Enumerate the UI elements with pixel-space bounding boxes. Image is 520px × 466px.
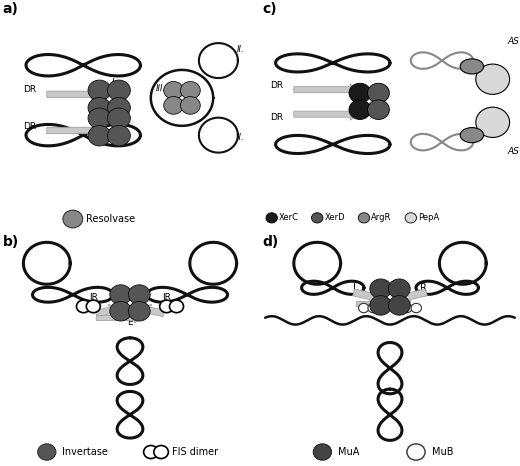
Circle shape bbox=[368, 83, 389, 103]
Circle shape bbox=[349, 100, 371, 119]
Polygon shape bbox=[47, 124, 100, 137]
Circle shape bbox=[154, 445, 168, 459]
Polygon shape bbox=[353, 289, 380, 303]
Circle shape bbox=[266, 212, 278, 223]
Circle shape bbox=[88, 125, 111, 146]
Text: Resolvase: Resolvase bbox=[86, 214, 135, 224]
Text: I.: I. bbox=[112, 135, 117, 144]
Circle shape bbox=[359, 303, 369, 313]
Text: XerC: XerC bbox=[279, 213, 299, 222]
Polygon shape bbox=[96, 313, 141, 323]
Circle shape bbox=[128, 302, 150, 321]
Circle shape bbox=[349, 83, 371, 103]
Circle shape bbox=[411, 303, 421, 313]
Text: MuA: MuA bbox=[338, 447, 359, 457]
Circle shape bbox=[37, 444, 56, 460]
Circle shape bbox=[370, 295, 392, 315]
Polygon shape bbox=[141, 304, 165, 317]
Circle shape bbox=[407, 444, 425, 460]
Circle shape bbox=[370, 279, 392, 299]
Text: MuB: MuB bbox=[432, 447, 453, 457]
Circle shape bbox=[76, 300, 90, 313]
Circle shape bbox=[88, 97, 111, 118]
Text: DR: DR bbox=[270, 113, 283, 122]
Circle shape bbox=[311, 212, 323, 223]
Circle shape bbox=[88, 80, 111, 101]
Circle shape bbox=[368, 100, 389, 119]
Text: d): d) bbox=[263, 235, 279, 249]
Circle shape bbox=[108, 97, 131, 118]
Text: b): b) bbox=[3, 235, 19, 249]
Text: IR: IR bbox=[89, 293, 98, 302]
Circle shape bbox=[392, 303, 402, 313]
Text: DR: DR bbox=[270, 81, 283, 89]
Circle shape bbox=[110, 302, 132, 321]
Polygon shape bbox=[47, 88, 100, 101]
Text: DR: DR bbox=[23, 85, 36, 94]
Text: II.: II. bbox=[237, 45, 244, 54]
Text: III.: III. bbox=[156, 84, 166, 93]
Text: c): c) bbox=[263, 2, 277, 16]
Text: FIS dimer: FIS dimer bbox=[172, 447, 218, 457]
Ellipse shape bbox=[460, 128, 484, 143]
Text: L: L bbox=[354, 283, 359, 294]
Text: PepA: PepA bbox=[418, 213, 439, 222]
Text: E: E bbox=[127, 318, 133, 327]
Polygon shape bbox=[400, 289, 427, 303]
Circle shape bbox=[108, 80, 131, 101]
Circle shape bbox=[388, 279, 410, 299]
Text: IR: IR bbox=[162, 293, 171, 302]
Text: AS: AS bbox=[507, 37, 519, 47]
Text: a): a) bbox=[3, 2, 19, 16]
Text: R: R bbox=[420, 283, 427, 294]
Circle shape bbox=[110, 285, 132, 304]
Circle shape bbox=[358, 212, 370, 223]
Circle shape bbox=[164, 96, 184, 114]
Circle shape bbox=[144, 445, 158, 459]
Circle shape bbox=[86, 300, 100, 313]
Text: E: E bbox=[375, 299, 381, 309]
Text: ArgR: ArgR bbox=[371, 213, 392, 222]
Circle shape bbox=[160, 300, 174, 313]
Polygon shape bbox=[356, 299, 400, 309]
Polygon shape bbox=[95, 304, 119, 317]
Text: I.: I. bbox=[112, 78, 117, 87]
Circle shape bbox=[476, 107, 510, 137]
Circle shape bbox=[180, 82, 200, 99]
Circle shape bbox=[88, 108, 111, 129]
Polygon shape bbox=[294, 84, 358, 96]
Circle shape bbox=[108, 125, 131, 146]
Text: II.: II. bbox=[237, 133, 244, 142]
Circle shape bbox=[170, 300, 184, 313]
Circle shape bbox=[128, 285, 150, 304]
Circle shape bbox=[368, 303, 379, 313]
Text: DR: DR bbox=[23, 123, 36, 131]
Circle shape bbox=[476, 64, 510, 94]
Circle shape bbox=[108, 108, 131, 129]
Circle shape bbox=[164, 82, 184, 99]
Text: Invertase: Invertase bbox=[62, 447, 108, 457]
Circle shape bbox=[405, 212, 417, 223]
Text: XerD: XerD bbox=[324, 213, 345, 222]
Circle shape bbox=[313, 444, 332, 460]
Circle shape bbox=[402, 303, 412, 313]
Circle shape bbox=[63, 210, 83, 228]
Polygon shape bbox=[294, 108, 358, 120]
Circle shape bbox=[180, 96, 200, 114]
Circle shape bbox=[378, 303, 387, 313]
Circle shape bbox=[388, 295, 410, 315]
Text: AS: AS bbox=[507, 147, 519, 156]
Ellipse shape bbox=[460, 59, 484, 74]
